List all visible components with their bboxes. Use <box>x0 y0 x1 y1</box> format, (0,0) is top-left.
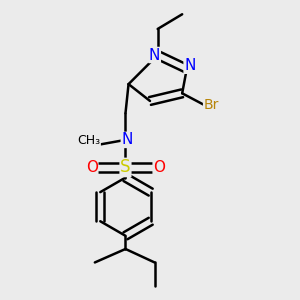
Text: Br: Br <box>204 98 219 112</box>
Text: O: O <box>153 160 165 175</box>
Text: O: O <box>86 160 98 175</box>
Text: CH₃: CH₃ <box>77 134 100 147</box>
Text: N: N <box>149 47 160 62</box>
Text: S: S <box>120 158 131 176</box>
Text: N: N <box>184 58 196 73</box>
Text: N: N <box>121 132 133 147</box>
